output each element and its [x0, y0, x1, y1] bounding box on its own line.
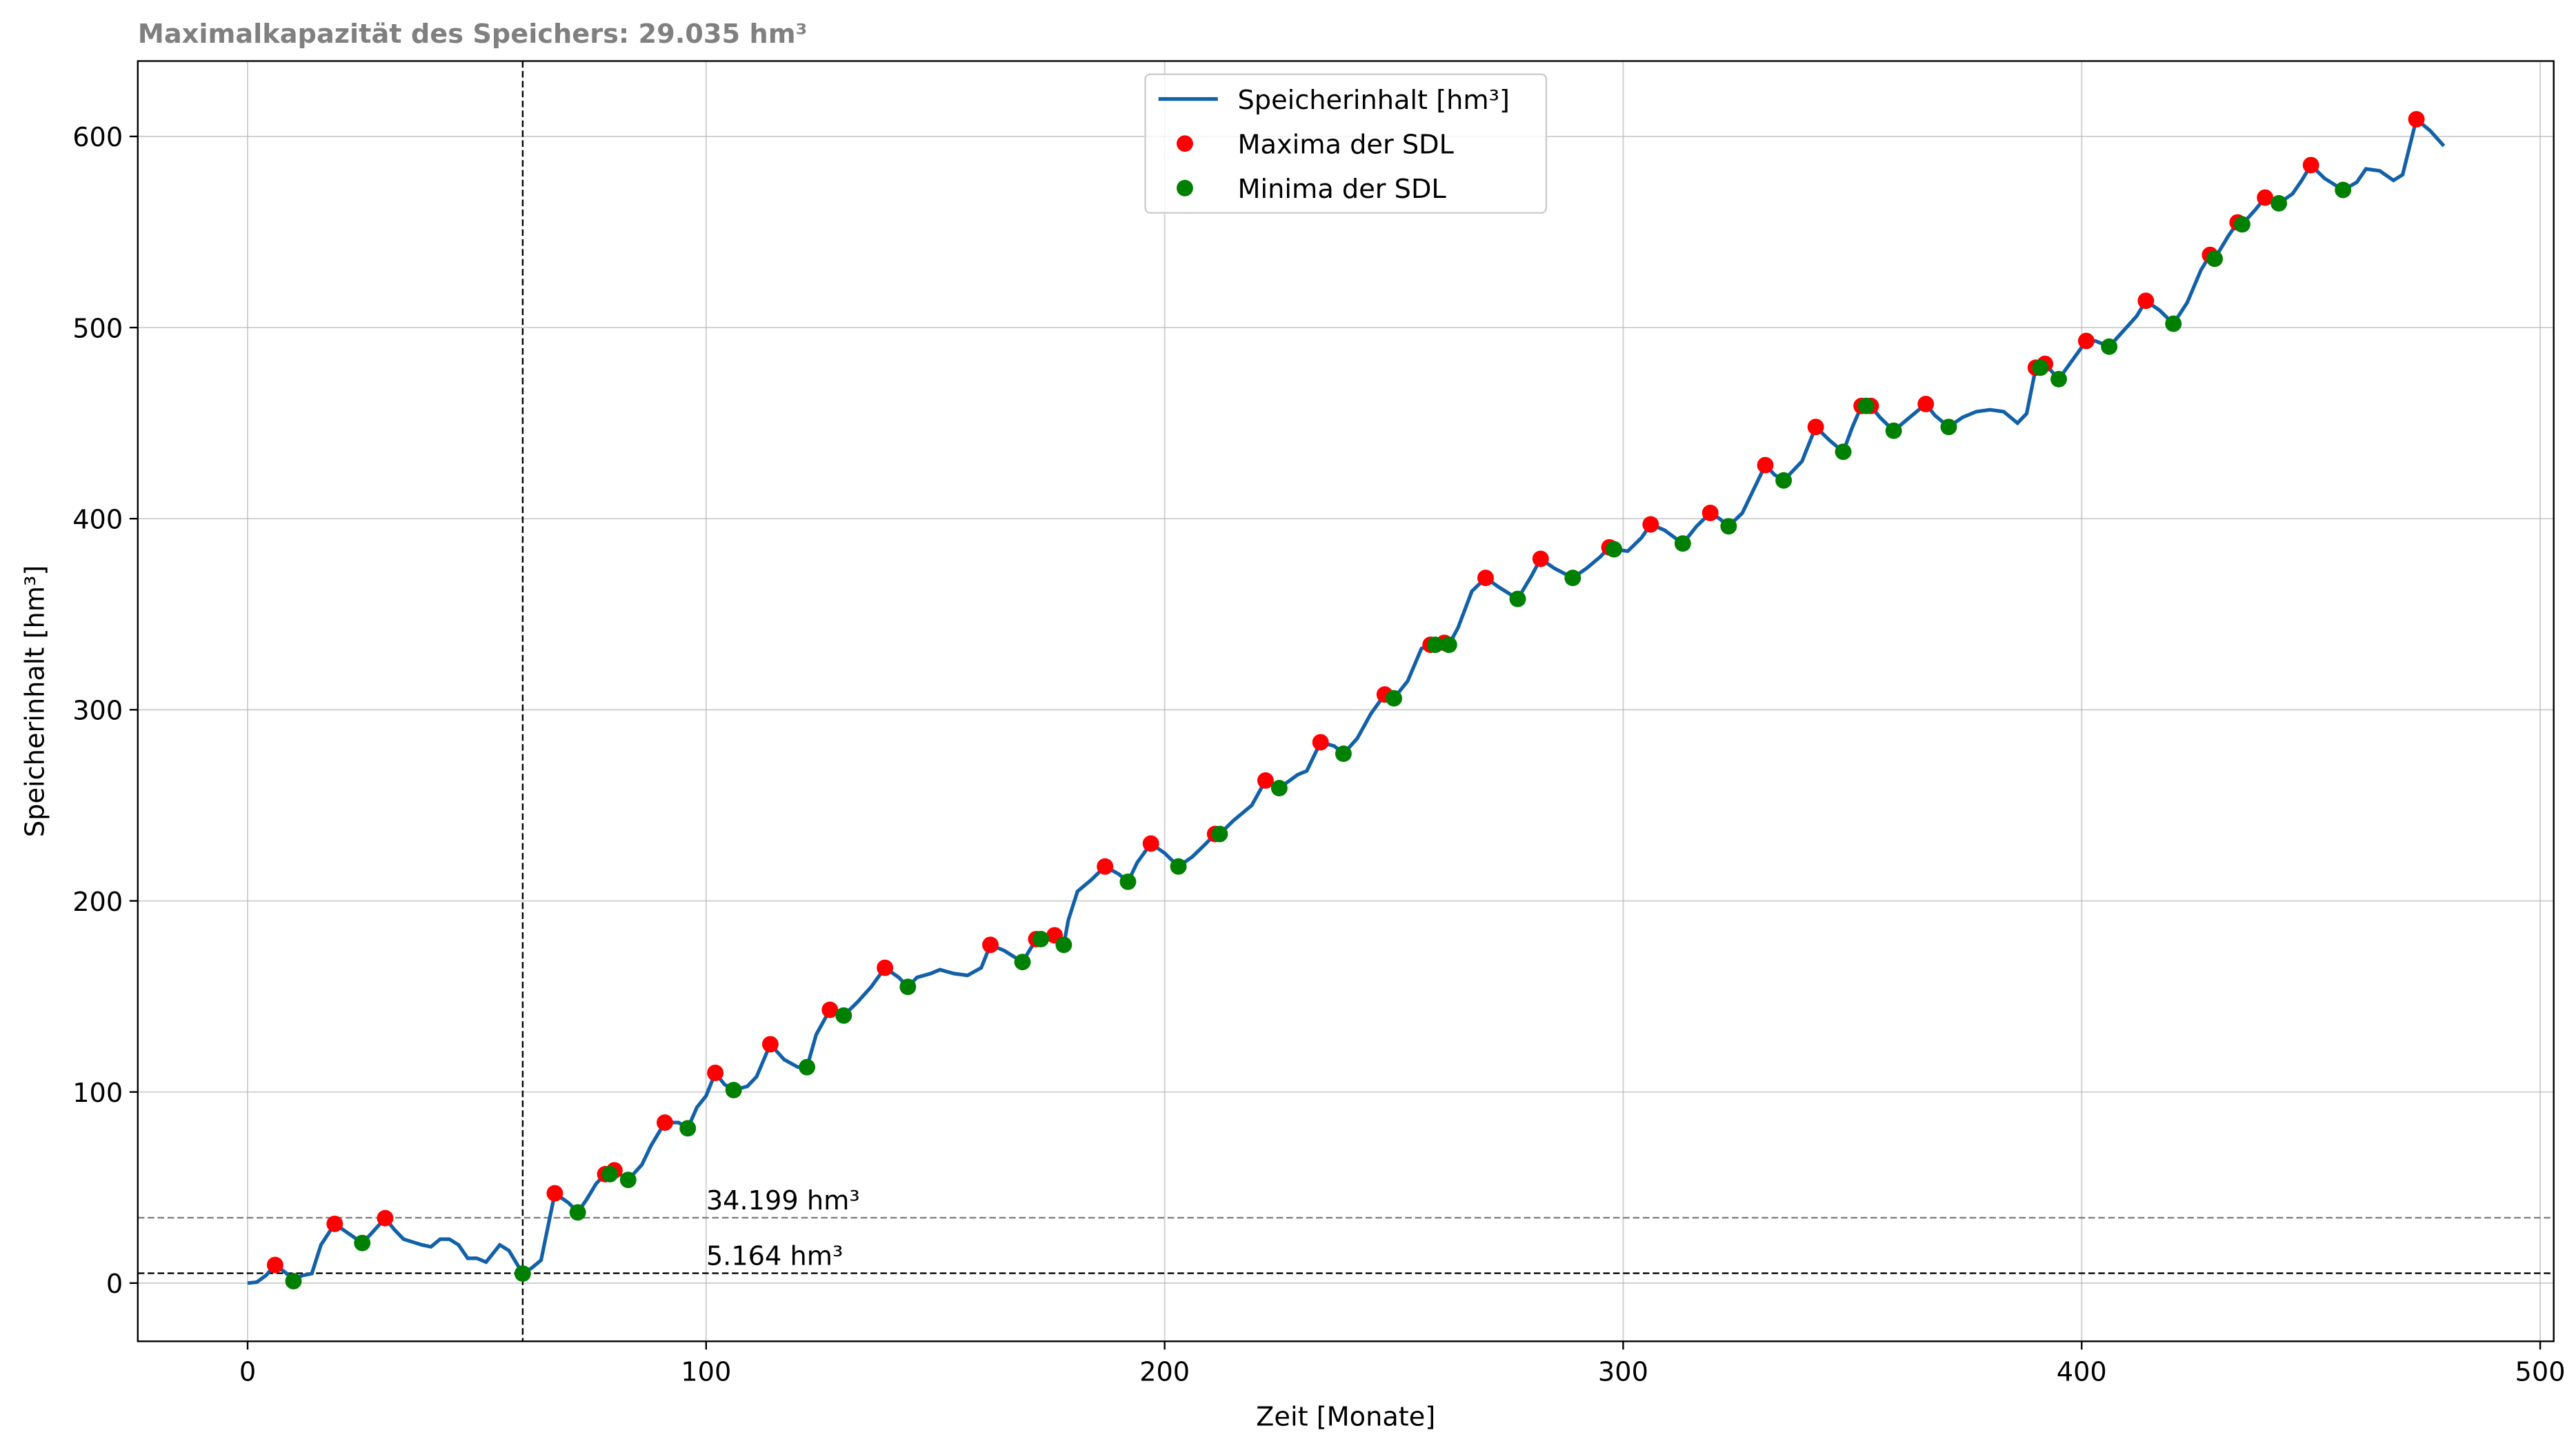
data-point	[1917, 395, 1935, 412]
data-point	[1270, 780, 1288, 796]
data-point	[1119, 873, 1137, 890]
data-point	[1335, 745, 1352, 763]
legend-swatch	[1176, 135, 1193, 152]
data-point	[1312, 734, 1329, 751]
data-point	[619, 1172, 637, 1189]
data-point	[1757, 456, 1774, 474]
data-point	[1055, 936, 1072, 954]
data-point	[1032, 931, 1050, 947]
data-point	[1775, 472, 1793, 489]
data-point	[2050, 370, 2067, 388]
legend-label: Speicherinhalt [hm³]	[1238, 85, 1510, 116]
y-tick-label: 300	[72, 696, 123, 727]
data-point	[1386, 690, 1403, 707]
data-point	[657, 1114, 673, 1132]
data-point	[1426, 636, 1444, 654]
data-point	[2101, 338, 2118, 355]
reference-label: 5.164 hm³	[706, 1241, 843, 1272]
legend-box	[1144, 73, 1548, 214]
data-point	[285, 1273, 302, 1290]
data-point	[1564, 570, 1581, 587]
data-point	[725, 1081, 742, 1098]
data-point	[2270, 194, 2288, 212]
data-point	[1170, 858, 1187, 875]
data-point	[1720, 518, 1737, 535]
data-point	[2077, 332, 2095, 350]
data-point	[1509, 590, 1526, 607]
data-point	[354, 1234, 371, 1251]
data-point	[877, 959, 894, 976]
data-point	[1642, 516, 1659, 533]
data-point	[761, 1036, 779, 1053]
data-point	[1857, 397, 1875, 414]
y-tick-label: 600	[72, 122, 123, 153]
data-point	[899, 978, 917, 996]
data-point	[1701, 504, 1719, 521]
legend-label: Maxima der SDL	[1238, 130, 1455, 161]
data-point	[2302, 157, 2319, 174]
chart-title: Maximalkapazität des Speichers: 29.035 h…	[138, 19, 808, 50]
data-point	[1940, 419, 1957, 436]
data-point	[1211, 825, 1228, 843]
data-point	[601, 1165, 619, 1183]
data-point	[1097, 858, 1114, 875]
data-point	[1257, 772, 1274, 789]
data-point	[2233, 216, 2250, 233]
data-point	[1477, 570, 1494, 587]
data-point	[1674, 535, 1691, 552]
data-point	[2137, 292, 2155, 310]
data-point	[2165, 315, 2182, 332]
y-tick-label: 0	[106, 1269, 123, 1300]
y-tick-label: 100	[72, 1078, 123, 1109]
legend: Speicherinhalt [hm³] Maxima der SDL Minima…	[1144, 73, 1548, 214]
data-point	[266, 1256, 283, 1274]
y-tick-label: 500	[72, 313, 123, 344]
data-point	[707, 1065, 724, 1081]
plot-frame	[137, 60, 2555, 1343]
data-point	[1014, 954, 1031, 971]
data-point	[377, 1209, 394, 1227]
legend-swatch	[1176, 179, 1193, 197]
data-point	[1142, 835, 1159, 852]
reference-label: 34.199 hm³	[706, 1185, 860, 1216]
data-point	[1532, 550, 1549, 567]
x-tick-label: 400	[2057, 1357, 2107, 1388]
x-tick-label: 300	[1598, 1357, 1648, 1388]
data-point	[1440, 636, 1457, 654]
data-point	[569, 1204, 586, 1221]
data-point	[326, 1215, 343, 1232]
data-point	[1835, 443, 1852, 461]
data-point	[799, 1058, 816, 1076]
x-tick-label: 200	[1139, 1357, 1190, 1388]
data-point	[1885, 422, 1902, 439]
data-point	[2335, 181, 2352, 199]
data-point	[835, 1007, 852, 1024]
y-tick-label: 200	[72, 887, 123, 918]
data-point	[2257, 189, 2274, 206]
data-point	[1606, 541, 1623, 558]
data-point	[2206, 250, 2224, 268]
data-point	[546, 1185, 563, 1202]
data-point	[2032, 359, 2049, 376]
y-axis-label: Speicherinhalt [hm³]	[19, 565, 50, 837]
data-point	[679, 1120, 697, 1137]
data-point	[2408, 110, 2425, 128]
data-point	[1807, 419, 1824, 436]
data-point	[982, 936, 999, 954]
x-tick-label: 500	[2515, 1357, 2566, 1388]
data-point	[821, 1001, 839, 1018]
x-axis-label: Zeit [Monate]	[1256, 1401, 1435, 1432]
data-point	[514, 1265, 531, 1282]
x-tick-label: 100	[681, 1357, 731, 1388]
x-tick-label: 0	[239, 1357, 256, 1388]
y-tick-label: 400	[72, 505, 123, 536]
legend-label: Minima der SDL	[1238, 174, 1447, 205]
